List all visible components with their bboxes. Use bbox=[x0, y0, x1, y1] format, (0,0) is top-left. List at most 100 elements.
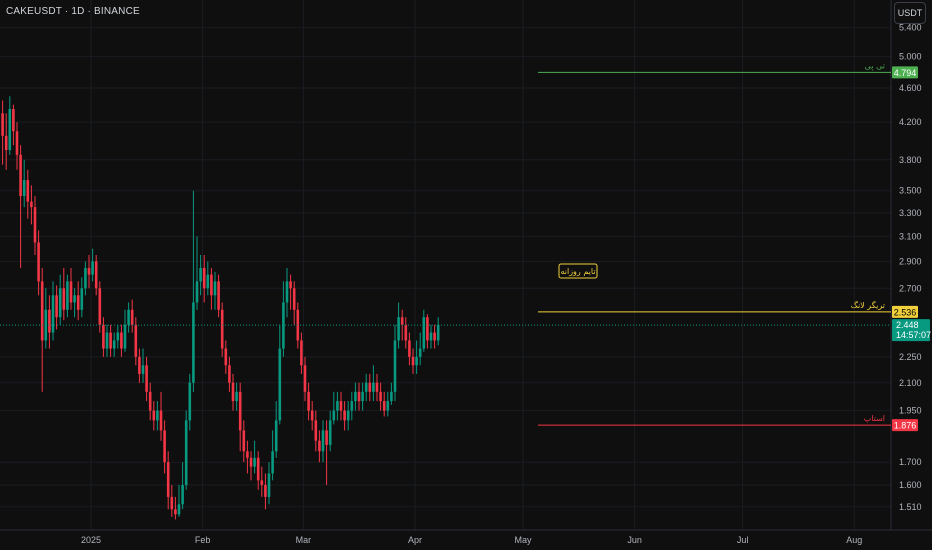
candle-body bbox=[91, 261, 94, 275]
candle-body bbox=[69, 281, 73, 303]
candle-body bbox=[321, 430, 325, 452]
candle-body bbox=[260, 480, 264, 485]
candle-body bbox=[22, 180, 26, 197]
current-price-countdown: 14:57:07 bbox=[896, 330, 931, 340]
candle-body bbox=[368, 382, 372, 392]
price-axis[interactable]: 5.400 5.000 4.600 4.200 3.800 3.500 3.300 3.100… bbox=[899, 23, 922, 512]
grid-lines bbox=[0, 0, 891, 530]
candle-body bbox=[58, 288, 62, 318]
candle-body bbox=[159, 410, 163, 431]
candle-body bbox=[310, 410, 314, 421]
level-price-tag bbox=[892, 305, 918, 318]
candle-body bbox=[87, 267, 91, 275]
y-tick-label: 1.510 bbox=[899, 502, 922, 512]
candle-body bbox=[19, 154, 22, 197]
candle-body bbox=[152, 410, 156, 421]
symbol-title[interactable]: CAKEUSDT · 1D · BINANCE bbox=[6, 6, 140, 17]
candle-body bbox=[116, 332, 120, 341]
candle-body bbox=[408, 340, 411, 357]
candle-body bbox=[26, 180, 30, 202]
candle-body bbox=[37, 242, 40, 282]
candle-body bbox=[66, 281, 69, 310]
candle-body bbox=[12, 108, 15, 132]
candle-body bbox=[415, 356, 418, 366]
candle-body bbox=[127, 309, 130, 325]
candle-body bbox=[73, 295, 76, 303]
candle-body bbox=[274, 420, 278, 452]
candle-body bbox=[134, 324, 138, 357]
candle-body bbox=[307, 391, 310, 411]
level-price-tag bbox=[892, 66, 918, 79]
candle-body bbox=[84, 267, 87, 289]
y-tick-label: 2.900 bbox=[899, 256, 922, 266]
candle-body bbox=[148, 391, 152, 411]
candle-body bbox=[112, 340, 116, 349]
annotation-text: تایم روزانه bbox=[560, 267, 595, 276]
candle-body bbox=[292, 288, 296, 310]
y-tick-label: 2.700 bbox=[899, 283, 922, 293]
candle-body bbox=[242, 430, 246, 452]
candle-body bbox=[379, 391, 382, 402]
candle-body bbox=[397, 317, 400, 341]
candle-body bbox=[426, 317, 429, 341]
candle-body bbox=[289, 281, 292, 289]
y-tick-label: 3.500 bbox=[899, 186, 922, 196]
candle-body bbox=[278, 348, 282, 421]
candle-body bbox=[94, 261, 98, 289]
candle-body bbox=[411, 356, 415, 366]
currency-button[interactable]: USDT bbox=[894, 2, 926, 24]
candle-body bbox=[285, 281, 289, 303]
candle-body bbox=[206, 274, 210, 289]
candle-body bbox=[123, 324, 127, 349]
candle-body bbox=[231, 382, 235, 402]
candle-body bbox=[156, 410, 159, 421]
annotation-box[interactable] bbox=[558, 263, 598, 279]
candle-body bbox=[130, 309, 134, 325]
candle-body bbox=[217, 281, 220, 310]
candle-body bbox=[393, 340, 397, 392]
candle-body bbox=[422, 317, 426, 349]
level-label: تریگر لانگ bbox=[851, 300, 885, 310]
candle-body bbox=[98, 288, 102, 325]
candle-body bbox=[1, 113, 4, 136]
candle-body bbox=[210, 274, 213, 296]
y-tick-label: 2.250 bbox=[899, 352, 922, 362]
candle-body bbox=[51, 295, 55, 333]
x-tick-label: Mar bbox=[296, 535, 312, 545]
candle-body bbox=[170, 496, 174, 510]
candlestick-series bbox=[1, 96, 440, 520]
level-price-tag bbox=[892, 419, 918, 432]
candle-body bbox=[350, 401, 354, 411]
time-axis[interactable]: 2025 Feb Mar Apr May Jun Jul Aug bbox=[81, 535, 862, 545]
candle-body bbox=[404, 324, 408, 341]
candle-body bbox=[300, 340, 303, 366]
candle-body bbox=[235, 391, 238, 402]
candle-body bbox=[8, 108, 12, 151]
candle-body bbox=[246, 451, 249, 458]
candle-body bbox=[102, 324, 105, 349]
candle-body bbox=[138, 356, 141, 374]
candle-body bbox=[141, 365, 145, 374]
chart-annotation[interactable]: تایم روزانه bbox=[558, 263, 598, 279]
current-price-value: 2.448 bbox=[896, 320, 919, 330]
candle-body bbox=[346, 410, 350, 421]
candle-body bbox=[105, 332, 109, 349]
candle-body bbox=[267, 473, 271, 497]
x-tick-label: 2025 bbox=[81, 535, 101, 545]
candle-body bbox=[318, 440, 321, 452]
x-tick-label: Jun bbox=[627, 535, 642, 545]
candle-body bbox=[400, 317, 404, 325]
candle-body bbox=[76, 295, 80, 310]
candle-body bbox=[184, 420, 188, 485]
candle-body bbox=[80, 288, 84, 310]
candle-body bbox=[336, 401, 339, 411]
candle-body bbox=[429, 332, 433, 341]
candle-body bbox=[271, 451, 274, 474]
candle-body bbox=[238, 391, 242, 431]
x-tick-label: Aug bbox=[846, 535, 862, 545]
candle-body bbox=[120, 332, 123, 349]
horizontal-levels[interactable]: تی پی 4.794 تریگر لانگ 2.536 استاپ 1.876 bbox=[538, 61, 918, 432]
x-tick-label: Feb bbox=[195, 535, 211, 545]
